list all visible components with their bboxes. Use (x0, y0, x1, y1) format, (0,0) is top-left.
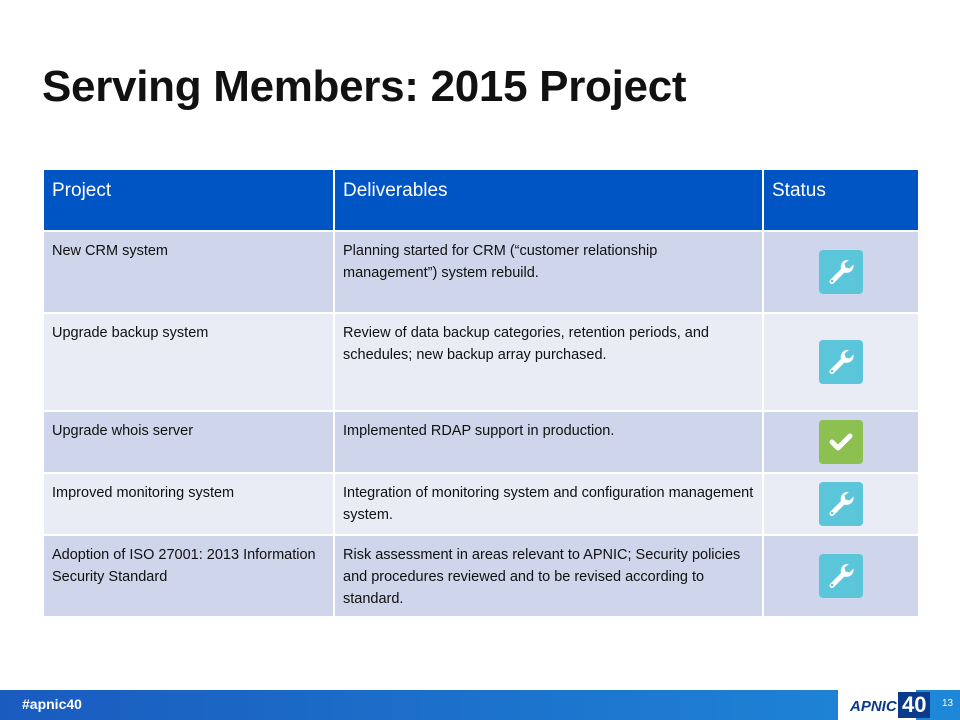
icon-glyph (829, 491, 854, 516)
done-icon (819, 420, 863, 464)
cell: Implemented RDAP support in production. (333, 410, 764, 474)
in-progress-icon (819, 340, 863, 384)
in-progress-icon (819, 554, 863, 598)
status-cell (762, 534, 920, 618)
column-header: Project (42, 168, 335, 232)
cell: Upgrade backup system (42, 312, 335, 412)
icon-glyph (829, 433, 853, 451)
logo-text: APNIC (850, 698, 897, 715)
status-cell (762, 312, 920, 412)
cell: New CRM system (42, 230, 335, 314)
cell: Adoption of ISO 27001: 2013 Information … (42, 534, 335, 618)
page-number: 13 (942, 698, 954, 709)
cell: Upgrade whois server (42, 410, 335, 474)
status-cell (762, 230, 920, 314)
icon-glyph (829, 259, 854, 284)
column-header: Deliverables (333, 168, 764, 232)
slide-title: Serving Members: 2015 Project (42, 62, 687, 111)
icon-glyph (829, 563, 854, 588)
cell: Risk assessment in areas relevant to APN… (333, 534, 764, 618)
row: Adoption of ISO 27001: 2013 Information … (42, 534, 920, 618)
column-header: Status (762, 168, 920, 232)
in-progress-icon (819, 250, 863, 294)
status-cell (762, 410, 920, 474)
project-table: Project Deliverables Status New CRM syst… (42, 168, 920, 618)
footer-bar: #apnic40 APNIC 40 13 (0, 690, 960, 720)
logo-number: 40 (898, 692, 931, 718)
icon-glyph (829, 349, 854, 374)
cell: Improved monitoring system (42, 472, 335, 536)
row: New CRM system Planning started for CRM … (42, 230, 920, 314)
row: Improved monitoring system Integration o… (42, 472, 920, 536)
cell: Planning started for CRM (“customer rela… (333, 230, 764, 314)
hashtag: #apnic40 (22, 696, 82, 712)
cell: Integration of monitoring system and con… (333, 472, 764, 536)
header-row: Project Deliverables Status (42, 168, 920, 232)
cell: Review of data backup categories, retent… (333, 312, 764, 412)
row: Upgrade backup system Review of data bac… (42, 312, 920, 412)
row: Upgrade whois server Implemented RDAP su… (42, 410, 920, 474)
status-cell (762, 472, 920, 536)
in-progress-icon (819, 482, 863, 526)
